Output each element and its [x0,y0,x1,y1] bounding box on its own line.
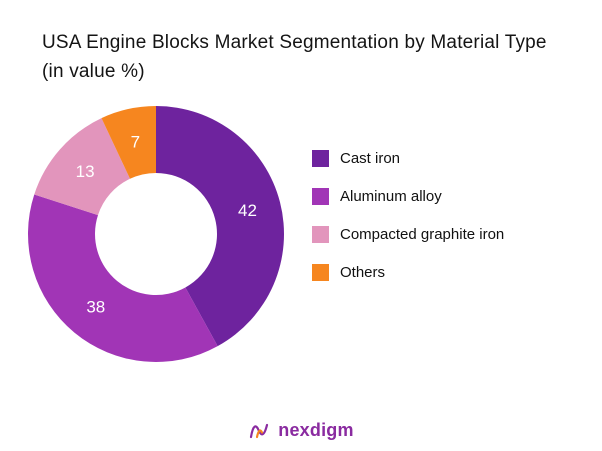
legend-swatch-cast-iron [312,150,329,167]
donut-chart-svg: 42 38 13 7 [27,106,285,363]
nexdigm-logo-icon [250,423,269,439]
legend-label-cast-iron: Cast iron [340,150,401,167]
legend-label-compacted-graphite-iron: Compacted graphite iron [340,226,505,243]
legend-label-others: Others [340,264,386,281]
legend-swatch-aluminum-alloy [312,188,329,205]
segment-aluminum-alloy [27,194,218,363]
legend-item-cast-iron: Cast iron [312,150,504,167]
segment-others [101,106,156,179]
brand-footer: nexdigm [0,419,602,441]
segment-value-label: 7 [131,132,140,151]
brand-name: nexdigm [278,419,354,440]
segment-compacted-graphite-iron [34,118,131,216]
segment-cast-iron [156,106,285,347]
legend-label-aluminum-alloy: Aluminum alloy [340,188,442,205]
chart-title: USA Engine Blocks Market Segmentation by… [42,32,547,83]
legend-item-aluminum-alloy: Aluminum alloy [312,188,504,205]
donut-chart: 42 38 13 7 [24,102,288,366]
legend-swatch-compacted-graphite-iron [312,226,329,243]
legend-item-others: Others [312,264,504,281]
legend-swatch-others [312,264,329,281]
legend-item-compacted-graphite-iron: Compacted graphite iron [312,226,504,243]
segment-value-label: 38 [86,297,105,316]
segment-value-label: 42 [238,201,257,220]
segment-value-label: 13 [76,162,95,181]
chart-legend: Cast iron Aluminum alloy Compacted graph… [312,150,504,302]
